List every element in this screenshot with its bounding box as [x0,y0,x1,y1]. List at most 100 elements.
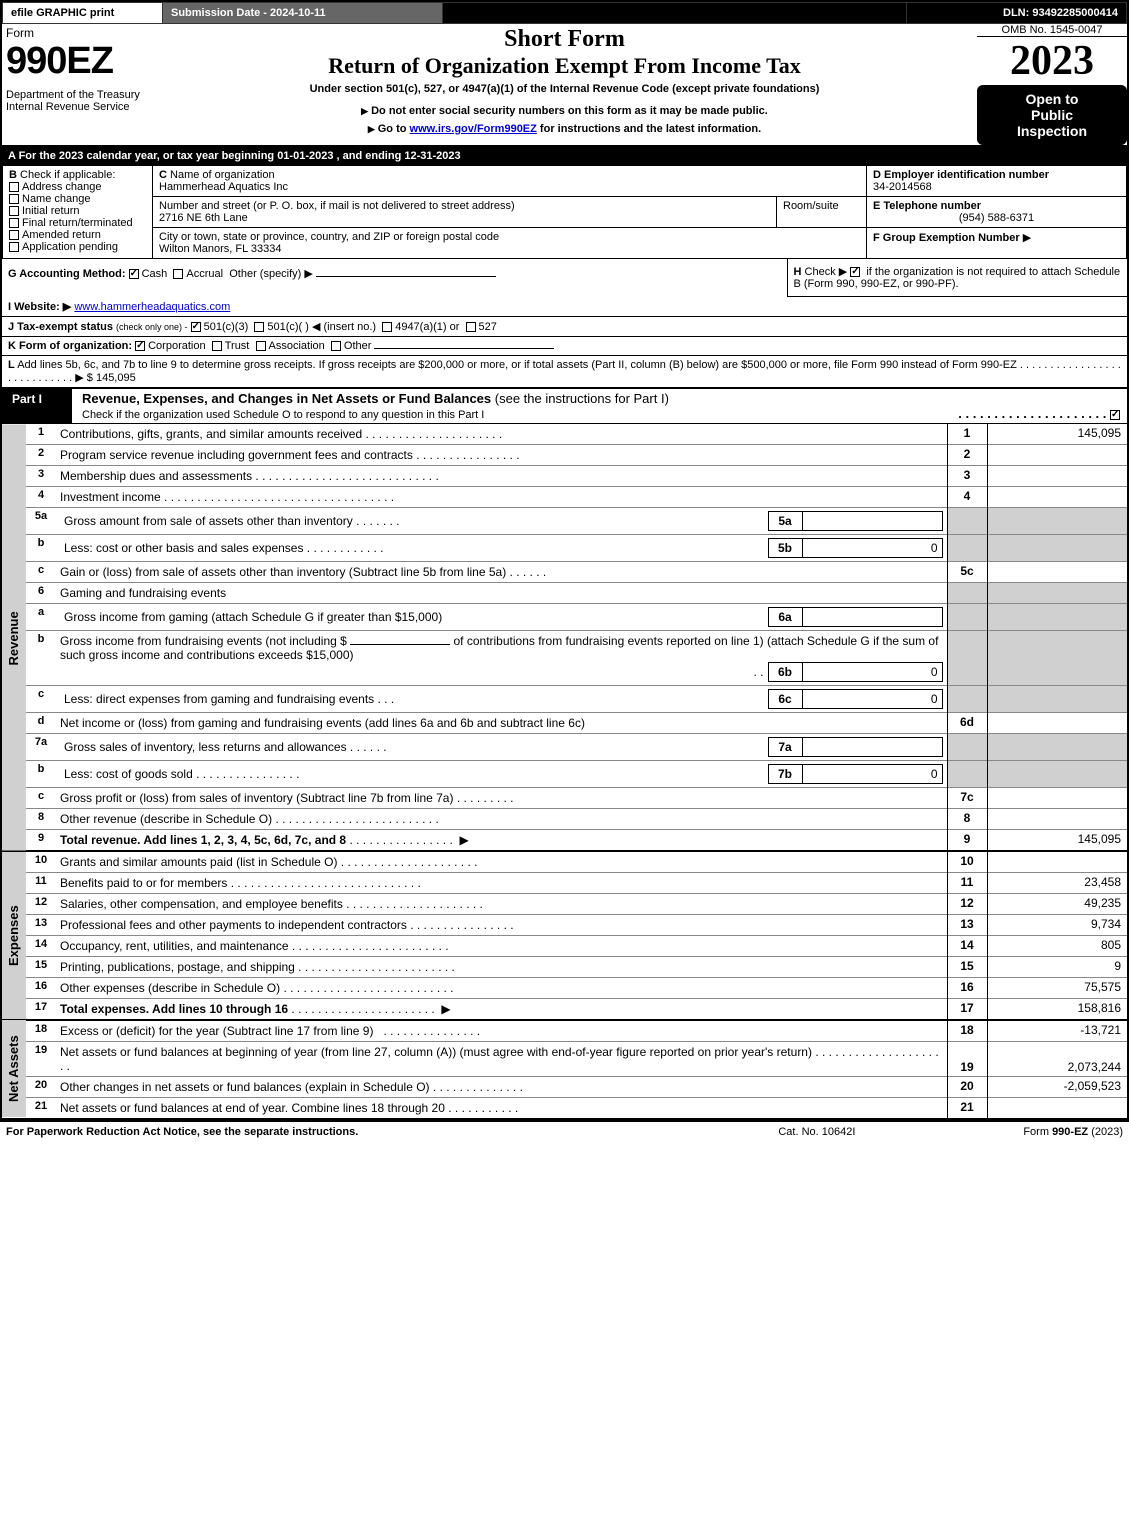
line-21-text: Net assets or fund balances at end of ye… [60,1101,445,1115]
section-j-label: J Tax-exempt status [8,321,113,333]
checkbox-application-pending[interactable] [9,242,19,252]
footer-left: For Paperwork Reduction Act Notice, see … [6,1126,358,1138]
line-14-value: 805 [987,936,1127,957]
revenue-vertical-label: Revenue [2,424,26,852]
efile-print-button[interactable]: efile GRAPHIC print [3,3,163,24]
line-15-text: Printing, publications, postage, and shi… [60,960,295,974]
other-specify-input[interactable] [316,276,496,277]
line-12-num: 12 [26,894,56,915]
line-1-num: 1 [26,424,56,445]
line-9-box: 9 [947,830,987,852]
line-6c-num: c [26,686,56,713]
opt-application-pending: Application pending [22,241,118,253]
line-6c-shaded-val [987,686,1127,713]
line-14-box: 14 [947,936,987,957]
part-1-paren: (see the instructions for Part I) [495,391,669,406]
section-b-check-if: Check if applicable: [20,169,115,181]
line-16-num: 16 [26,978,56,999]
checkbox-trust[interactable] [212,341,222,351]
line-3-value [987,466,1127,487]
line-3-box: 3 [947,466,987,487]
lines-table: Revenue 1 Contributions, gifts, grants, … [2,423,1127,1118]
line-7c-value [987,788,1127,809]
line-3-num: 3 [26,466,56,487]
checkbox-association[interactable] [256,341,266,351]
line-7b-subval: 0 [802,765,942,784]
form-word: Form [6,26,148,40]
line-6b-subval: 0 [802,663,942,682]
checkbox-address-change[interactable] [9,182,19,192]
line-1-value: 145,095 [987,424,1127,445]
section-g-label: G Accounting Method: [8,268,126,280]
footer: For Paperwork Reduction Act Notice, see … [0,1120,1129,1142]
line-5a-subval [802,512,942,531]
line-10-box: 10 [947,851,987,873]
irs-link[interactable]: www.irs.gov/Form990EZ [410,123,537,135]
expenses-vertical-label: Expenses [2,851,26,1020]
room-suite-label: Room/suite [783,200,839,212]
goto-post: for instructions and the latest informat… [537,123,761,135]
line-6d-value [987,713,1127,734]
line-5a-text: Gross amount from sale of assets other t… [64,514,353,528]
line-5c-value [987,562,1127,583]
checkbox-527[interactable] [466,322,476,332]
checkbox-amended-return[interactable] [9,230,19,240]
line-5a-num: 5a [26,508,56,535]
checkbox-schedule-b[interactable] [850,267,860,277]
checkbox-name-change[interactable] [9,194,19,204]
checkbox-initial-return[interactable] [9,206,19,216]
other-org-input[interactable] [374,348,554,349]
line-4-num: 4 [26,487,56,508]
opt-527: 527 [479,321,497,333]
line-14-num: 14 [26,936,56,957]
checkbox-final-return[interactable] [9,218,19,228]
website-link[interactable]: www.hammerheadaquatics.com [74,301,230,313]
line-16-box: 16 [947,978,987,999]
info-block: B Check if applicable: Address change Na… [2,165,1127,259]
line-5b-subval: 0 [802,539,942,558]
checkbox-corporation[interactable] [135,341,145,351]
line-7c-box: 7c [947,788,987,809]
tax-year: 2023 [977,37,1127,85]
top-bar: efile GRAPHIC print Submission Date - 20… [2,2,1127,24]
checkbox-cash[interactable] [129,269,139,279]
line-7b-shaded [947,761,987,788]
section-l-arrow: ▶ $ [75,372,93,384]
part-1-title: Revenue, Expenses, and Changes in Net As… [82,391,491,406]
line-15-box: 15 [947,957,987,978]
line-18-num: 18 [26,1020,56,1042]
topbar-spacer [443,3,907,24]
checkbox-4947[interactable] [382,322,392,332]
line-20-value: -2,059,523 [987,1077,1127,1098]
checkbox-other-org[interactable] [331,341,341,351]
line-6d-box: 6d [947,713,987,734]
submission-date-button[interactable]: Submission Date - 2024-10-11 [163,3,443,24]
section-e-label: E Telephone number [873,200,981,212]
line-5c-box: 5c [947,562,987,583]
opt-corporation: Corporation [148,340,205,352]
section-i-label: I Website: ▶ [8,301,71,313]
part-1-subcheck: Check if the organization used Schedule … [82,409,484,421]
line-6d-num: d [26,713,56,734]
line-4-value [987,487,1127,508]
line-6b-blank[interactable] [350,644,450,645]
checkbox-501c3[interactable] [191,322,201,332]
checkbox-schedule-o-part1[interactable] [1110,410,1120,420]
opt-final-return: Final return/terminated [22,217,133,229]
footer-form-pre: Form [1023,1126,1052,1138]
line-18-text: Excess or (deficit) for the year (Subtra… [60,1024,373,1038]
line-11-text: Benefits paid to or for members [60,876,227,890]
line-2-num: 2 [26,445,56,466]
line-6b-shaded [947,631,987,686]
line-18-box: 18 [947,1020,987,1042]
line-19-num: 19 [26,1042,56,1077]
opt-501c3: 501(c)(3) [204,321,249,333]
checkbox-501c[interactable] [254,322,264,332]
section-d-label: D Employer identification number [873,169,1049,181]
checkbox-accrual[interactable] [173,269,183,279]
line-9-text: Total revenue. Add lines 1, 2, 3, 4, 5c,… [60,833,346,847]
line-4-text: Investment income [60,490,161,504]
opt-4947: 4947(a)(1) or [395,321,459,333]
opt-trust: Trust [225,340,250,352]
line-11-box: 11 [947,873,987,894]
